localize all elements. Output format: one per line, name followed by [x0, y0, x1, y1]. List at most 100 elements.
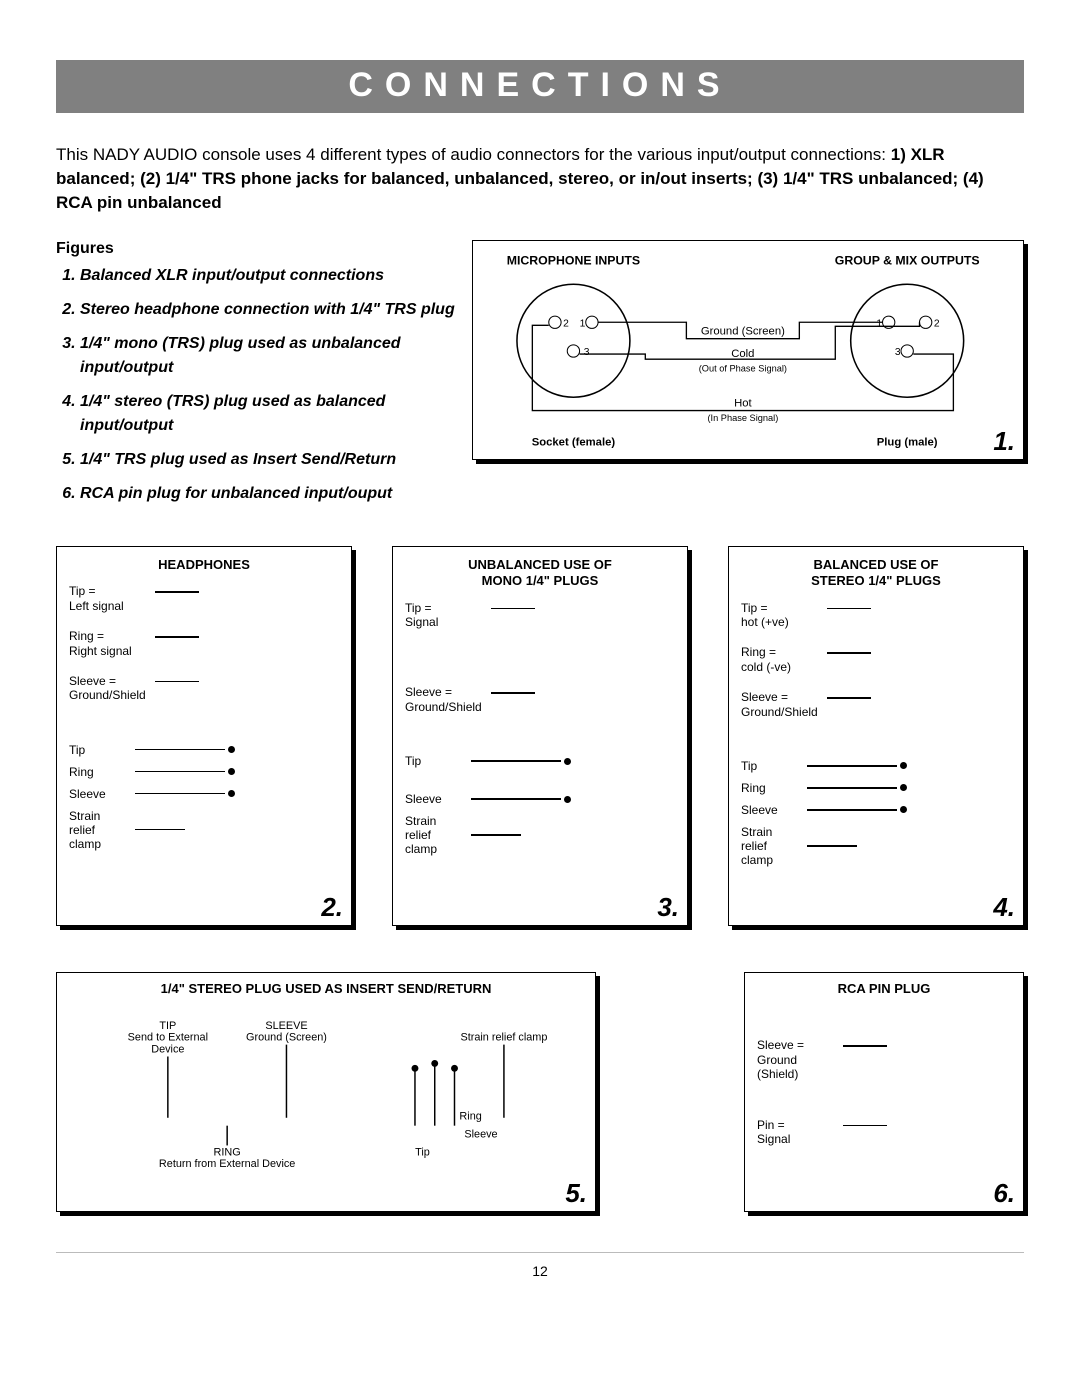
plug-strain-row: Strain relief clamp — [741, 825, 1011, 867]
fig3-title: UNBALANCED USE OFMONO 1/4" PLUGS — [405, 557, 675, 588]
figures-list-col: Figures Balanced XLR input/output connec… — [56, 240, 456, 516]
dot-icon — [228, 746, 235, 753]
dot-icon — [228, 790, 235, 797]
figure-1-box: MICROPHONE INPUTS GROUP & MIX OUTPUTS 2 … — [472, 240, 1024, 460]
fig4-ring: Ring = cold (-ve) — [741, 645, 1011, 674]
dot-icon — [900, 806, 907, 813]
svg-text:2: 2 — [563, 319, 569, 330]
dash-icon — [827, 652, 871, 653]
svg-text:1: 1 — [580, 319, 586, 330]
figure-item: Balanced XLR input/output connections — [80, 264, 456, 288]
fig3-sleeve: Sleeve = Ground/Shield — [405, 685, 675, 714]
svg-text:Ground (Screen): Ground (Screen) — [246, 1032, 327, 1044]
svg-text:Send to External: Send to External — [128, 1032, 208, 1044]
fig2-title: HEADPHONES — [69, 557, 339, 572]
figure-4-box: BALANCED USE OFSTEREO 1/4" PLUGS Tip = h… — [728, 546, 1024, 926]
svg-text:3: 3 — [584, 347, 590, 358]
dot-icon — [900, 762, 907, 769]
group-mix-title: GROUP & MIX OUTPUTS — [835, 254, 980, 268]
ground-label: Ground (Screen) — [701, 326, 785, 338]
svg-text:2: 2 — [934, 319, 940, 330]
svg-text:SLEEVE: SLEEVE — [265, 1020, 307, 1032]
page-number: 12 — [532, 1263, 548, 1279]
fig4-plug-section: Tip Ring Sleeve Strain relief clamp — [741, 759, 1011, 867]
svg-text:Sleeve: Sleeve — [464, 1129, 497, 1141]
intro-lead: This NADY AUDIO console uses 4 different… — [56, 145, 891, 164]
page: CONNECTIONS This NADY AUDIO console uses… — [0, 0, 1080, 1319]
fig2-ring: Ring = Right signal — [69, 629, 339, 658]
top-two-col: Figures Balanced XLR input/output connec… — [56, 240, 1024, 516]
fig2-sleeve: Sleeve = Ground/Shield — [69, 674, 339, 703]
svg-text:1: 1 — [876, 319, 882, 330]
svg-text:Ring: Ring — [459, 1111, 481, 1123]
fig5-svg: TIP Send to External Device SLEEVE Groun… — [69, 1008, 583, 1188]
dot-icon — [564, 758, 571, 765]
figure-item: 1/4" mono (TRS) plug used as unbalanced … — [80, 332, 456, 380]
dash-icon — [827, 608, 871, 609]
socket-label: Socket (female) — [532, 437, 616, 449]
fig3-tip: Tip = Signal — [405, 601, 675, 630]
fig2-tip: Tip = Left signal — [69, 584, 339, 613]
figure-item: 1/4" stereo (TRS) plug used as balanced … — [80, 390, 456, 438]
figure-number: 6. — [993, 1178, 1015, 1209]
dash-icon — [491, 608, 535, 609]
hot-label: Hot — [734, 398, 752, 410]
plug-sleeve-row: Sleeve — [405, 792, 675, 806]
dash-icon — [843, 1045, 887, 1046]
page-title: CONNECTIONS — [348, 66, 731, 104]
figures-header: Figures — [56, 240, 456, 258]
fig4-title: BALANCED USE OFSTEREO 1/4" PLUGS — [741, 557, 1011, 588]
figure-6-box: RCA PIN PLUG Sleeve = Ground (Shield) Pi… — [744, 972, 1024, 1212]
hot-sub: (In Phase Signal) — [707, 413, 778, 423]
figure-item: RCA pin plug for unbalanced input/ouput — [80, 482, 456, 506]
plug-tip-row: Tip — [741, 759, 1011, 773]
dot-icon — [228, 768, 235, 775]
plug-sleeve-row: Sleeve — [741, 803, 1011, 817]
plug-strain-row: Strain relief clamp — [69, 809, 339, 851]
svg-text:Tip: Tip — [415, 1147, 430, 1159]
plug-ring-row: Ring — [69, 765, 339, 779]
row-2: HEADPHONES Tip = Left signal Ring = Righ… — [56, 546, 1024, 926]
svg-text:3: 3 — [895, 347, 901, 358]
plug-tip-row: Tip — [69, 743, 339, 757]
cold-label: Cold — [731, 349, 754, 361]
page-title-bar: CONNECTIONS — [56, 60, 1024, 113]
dash-icon — [843, 1125, 887, 1126]
figure-2-box: HEADPHONES Tip = Left signal Ring = Righ… — [56, 546, 352, 926]
svg-text:Device: Device — [151, 1044, 184, 1056]
cold-sub: (Out of Phase Signal) — [699, 364, 787, 374]
fig2-plug-section: Tip Ring Sleeve Strain relief clamp — [69, 743, 339, 851]
dash-icon — [827, 697, 871, 698]
fig4-sleeve: Sleeve = Ground/Shield — [741, 690, 1011, 719]
figure-number: 4. — [993, 892, 1015, 923]
plug-tip-row: Tip — [405, 754, 675, 768]
figures-ol: Balanced XLR input/output connections St… — [56, 264, 456, 506]
plug-label: Plug (male) — [877, 437, 938, 449]
figure-item: Stereo headphone connection with 1/4" TR… — [80, 298, 456, 322]
dash-icon — [491, 692, 535, 693]
figure-number: 2. — [321, 892, 343, 923]
xlr-diagram-svg: MICROPHONE INPUTS GROUP & MIX OUTPUTS 2 … — [481, 247, 1015, 455]
figure-item: 1/4" TRS plug used as Insert Send/Return — [80, 448, 456, 472]
row-3: 1/4" STEREO PLUG USED AS INSERT SEND/RET… — [56, 972, 1024, 1212]
figure-5-box: 1/4" STEREO PLUG USED AS INSERT SEND/RET… — [56, 972, 596, 1212]
svg-text:RING: RING — [214, 1147, 241, 1159]
dash-icon — [155, 591, 199, 592]
fig6-sleeve: Sleeve = Ground (Shield) — [757, 1038, 1011, 1081]
dot-icon — [564, 796, 571, 803]
dash-icon — [155, 636, 199, 637]
figure-3-box: UNBALANCED USE OFMONO 1/4" PLUGS Tip = S… — [392, 546, 688, 926]
plug-ring-row: Ring — [741, 781, 1011, 795]
fig3-plug-section: Tip Sleeve Strain relief clamp — [405, 754, 675, 856]
figure-number: 3. — [657, 892, 679, 923]
fig4-tip: Tip = hot (+ve) — [741, 601, 1011, 630]
page-footer: 12 — [56, 1252, 1024, 1279]
svg-text:TIP: TIP — [159, 1020, 176, 1032]
svg-text:Strain relief clamp: Strain relief clamp — [460, 1032, 547, 1044]
plug-strain-row: Strain relief clamp — [405, 814, 675, 856]
figure-number: 1. — [993, 426, 1015, 457]
fig6-pin: Pin = Signal — [757, 1118, 1011, 1147]
svg-text:Return from External Device: Return from External Device — [159, 1159, 295, 1171]
figure-number: 5. — [565, 1178, 587, 1209]
intro-paragraph: This NADY AUDIO console uses 4 different… — [56, 143, 1024, 214]
